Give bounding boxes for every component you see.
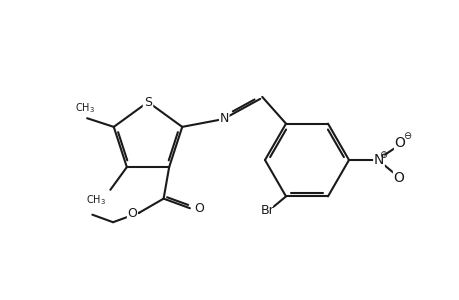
Text: O: O xyxy=(194,202,203,215)
Text: N: N xyxy=(219,112,229,125)
Text: S: S xyxy=(144,95,151,109)
Text: O: O xyxy=(394,136,404,150)
Text: O: O xyxy=(393,171,403,185)
Text: N: N xyxy=(373,153,383,167)
Text: CH$_3$: CH$_3$ xyxy=(75,101,95,115)
Text: Br: Br xyxy=(261,204,274,217)
Text: $\ominus$: $\ominus$ xyxy=(403,130,412,140)
Text: $\oplus$: $\oplus$ xyxy=(379,148,388,160)
Text: O: O xyxy=(127,207,137,220)
Text: CH$_3$: CH$_3$ xyxy=(86,193,106,207)
